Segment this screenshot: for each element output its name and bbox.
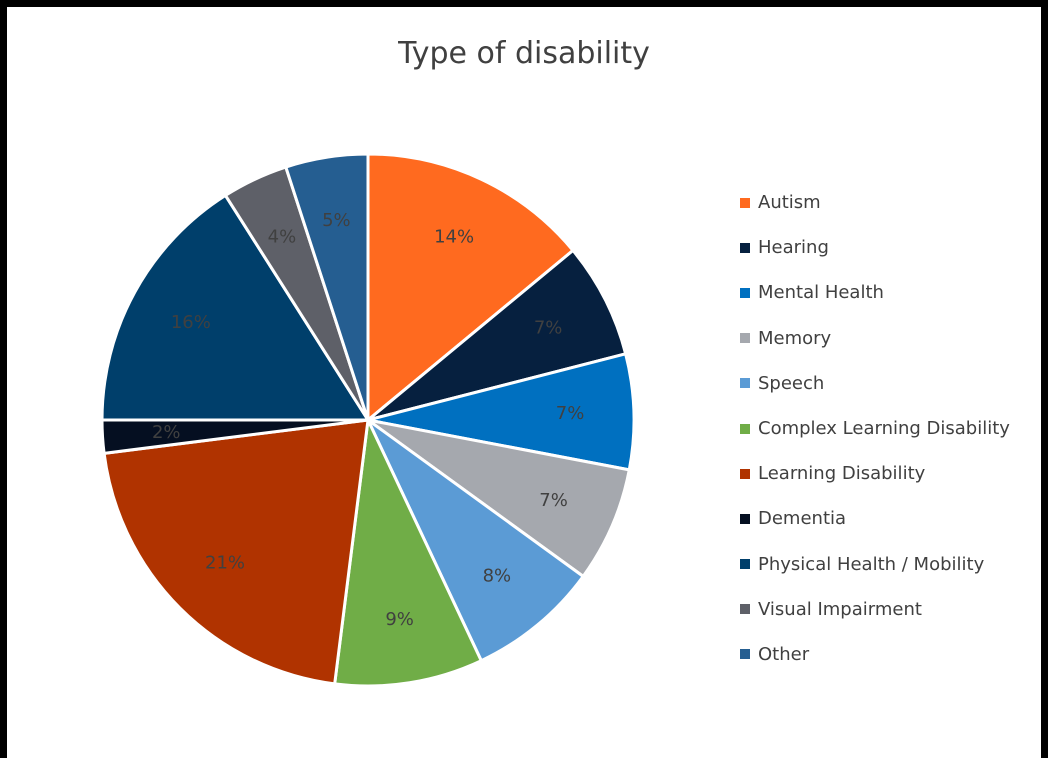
data-label-learning-disability: 21% [205,552,245,573]
data-label-complex-learning-disability: 9% [385,609,414,630]
legend-swatch [740,513,750,524]
pie-slice-other [284,152,370,422]
legend-swatch [740,378,750,389]
legend-item-memory: Memory [740,316,1010,361]
legend-item-visual-impairment: Visual Impairment [740,587,1010,632]
legend-swatch [740,649,750,660]
legend-item-mental-health: Mental Health [740,270,1010,315]
pie-slice-speech [366,418,585,663]
legend-label: Autism [758,192,821,214]
data-label-other: 5% [322,210,351,231]
legend-item-dementia: Dementia [740,496,1010,541]
legend-swatch [740,197,750,208]
legend-swatch [740,468,750,479]
data-label-dementia: 2% [152,422,181,443]
legend-item-physical-health-mobility: Physical Health / Mobility [740,542,1010,587]
legend-label: Dementia [758,508,847,530]
data-label-physical-health-mobility: 16% [171,312,211,333]
legend-label: Other [758,643,810,665]
chart-legend: Autism Hearing Mental Health Memory Speech Co… [740,180,1010,677]
legend-item-hearing: Hearing [740,225,1010,270]
legend-label: Visual Impairment [758,598,922,620]
pie-slice-hearing [366,248,628,422]
data-label-mental-health: 7% [556,403,585,424]
legend-item-autism: Autism [740,180,1010,225]
legend-swatch [740,242,750,253]
legend-swatch [740,333,750,344]
legend-label: Physical Health / Mobility [758,553,985,575]
pie-slice-learning-disability [102,418,370,686]
legend-item-speech: Speech [740,361,1010,406]
legend-label: Learning Disability [758,463,926,485]
chart-title: Type of disability [398,36,650,71]
data-label-autism: 14% [434,227,474,248]
legend-label: Hearing [758,237,829,259]
data-label-speech: 8% [483,565,512,586]
legend-label: Mental Health [758,282,884,304]
legend-label: Complex Learning Disability [758,418,1010,440]
legend-label: Memory [758,327,832,349]
data-label-memory: 7% [539,490,568,511]
legend-item-complex-learning-disability: Complex Learning Disability [740,406,1010,451]
pie-slice-complex-learning-disability [333,418,483,688]
pie-slice-physical-health-mobility [100,193,370,422]
pie-slice-memory [366,418,631,578]
data-label-hearing: 7% [534,318,563,339]
legend-item-learning-disability: Learning Disability [740,451,1010,496]
legend-swatch [740,559,750,570]
pie-slice-autism [366,152,575,422]
pie-slice-mental-health [366,352,636,472]
legend-swatch [740,287,750,298]
data-label-visual-impairment: 4% [268,227,297,248]
legend-item-other: Other [740,632,1010,677]
legend-label: Speech [758,372,825,394]
legend-swatch [740,423,750,434]
legend-swatch [740,604,750,615]
